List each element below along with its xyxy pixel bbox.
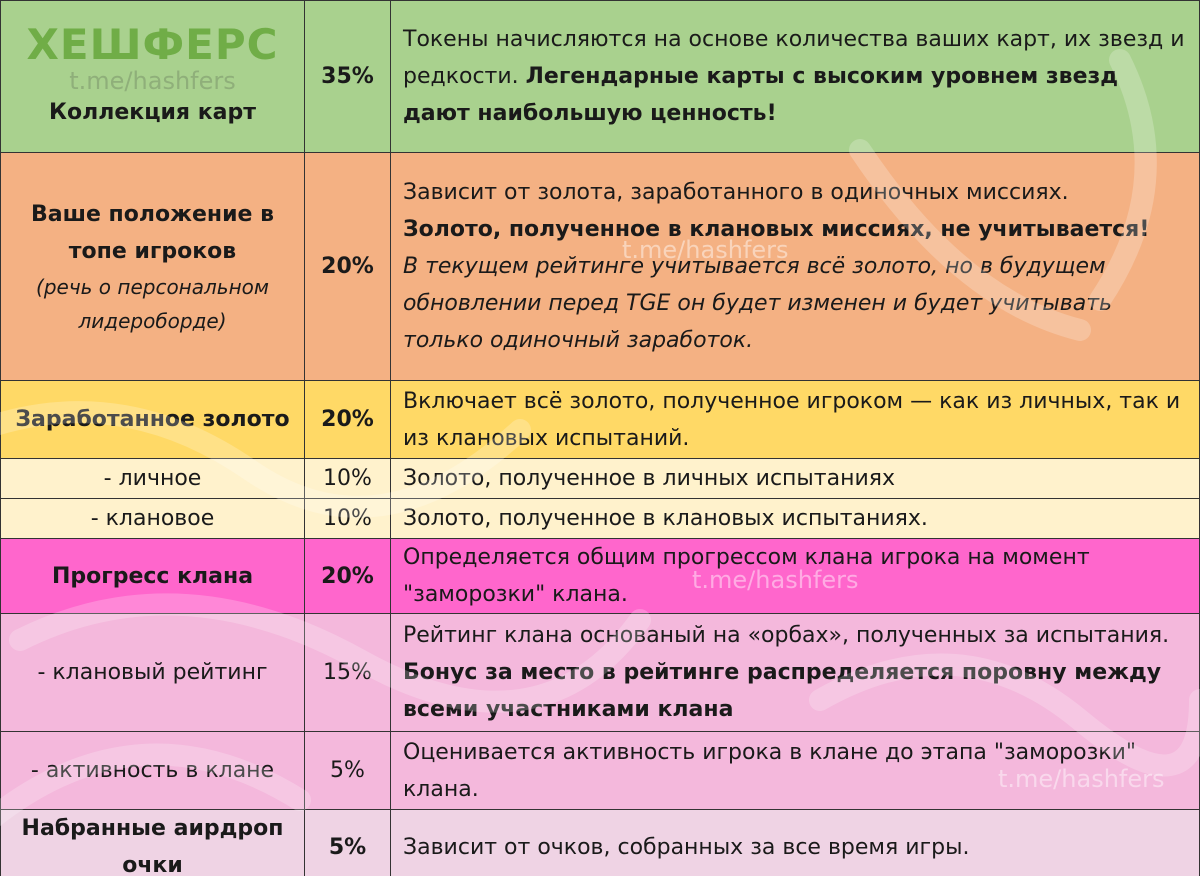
row-name: - клановое (0, 498, 305, 539)
row-name: - активность в клане (0, 731, 305, 810)
row-description: Включает всё золото, полученное игроком … (390, 380, 1200, 459)
description-bold: Легендарные карты с высоким уровнем звез… (403, 64, 1119, 126)
row-percent: 20% (304, 380, 391, 459)
row-name: Набранные аирдроп очки (0, 809, 305, 876)
row-percent: 10% (304, 498, 391, 539)
row-percent: 10% (304, 458, 391, 499)
table-row-clan-activity: - активность в клане 5% Оценивается акти… (0, 731, 1200, 810)
row-percent: 35% (304, 0, 391, 153)
row-note: (речь о персональном лидероборде) (36, 274, 269, 333)
row-percent: 20% (304, 538, 391, 614)
row-description: Зависит от очков, собранных за все время… (390, 809, 1200, 876)
table-row-clan-progress: Прогресс клана 20% Определяется общим пр… (0, 538, 1200, 614)
table-row-gold-personal: - личное 10% Золото, полученное в личных… (0, 458, 1200, 499)
description-text: Токены начисляются на основе количества … (403, 27, 1185, 89)
table-row-clan-rating: - клановый рейтинг 15% Рейтинг клана осн… (0, 613, 1200, 732)
description-italic: В текущем рейтинге учитывается всё золот… (403, 254, 1112, 353)
row-name: - клановый рейтинг (0, 613, 305, 732)
row-name-cell: ХЕШФЕРС t.me/hashfers Коллекция карт (0, 0, 305, 153)
table-row-gold: Заработанное золото 20% Включает всё зол… (0, 380, 1200, 459)
row-name: Прогресс клана (0, 538, 305, 614)
logo-title: ХЕШФЕРС (26, 20, 279, 69)
row-name: Коллекция карт (49, 100, 256, 125)
logo-subtitle: t.me/hashfers (69, 67, 236, 95)
row-percent: 15% (304, 613, 391, 732)
row-description: Рейтинг клана основаный на «орбах», полу… (390, 613, 1200, 732)
description-bold: Бонус за место в рейтинге распределяется… (403, 660, 1162, 722)
row-description: Золото, полученное в личных испытаниях (390, 458, 1200, 499)
row-percent: 5% (304, 809, 391, 876)
row-name-cell: Ваше положение в топе игроков (речь о пе… (0, 152, 305, 381)
row-name: - личное (0, 458, 305, 499)
row-name: Заработанное золото (0, 380, 305, 459)
table-row-gold-clan: - клановое 10% Золото, полученное в клан… (0, 498, 1200, 539)
description-bold: Золото, полученное в клановых миссиях, н… (403, 217, 1150, 242)
table-row-cards: ХЕШФЕРС t.me/hashfers Коллекция карт 35%… (0, 0, 1200, 153)
row-percent: 20% (304, 152, 391, 381)
table-row-airdrop: Набранные аирдроп очки 5% Зависит от очк… (0, 809, 1200, 876)
description-text: Зависит от золота, заработанного в одино… (403, 180, 1069, 205)
table-row-top: Ваше положение в топе игроков (речь о пе… (0, 152, 1200, 381)
row-description: Оценивается активность игрока в клане до… (390, 731, 1200, 810)
row-percent: 5% (304, 731, 391, 810)
description-text: Рейтинг клана основаный на «орбах», полу… (403, 623, 1170, 648)
row-name: Ваше положение в топе игроков (30, 201, 275, 264)
row-description: Золото, полученное в клановых испытаниях… (390, 498, 1200, 539)
row-description: Токены начисляются на основе количества … (390, 0, 1200, 153)
row-description: Определяется общим прогрессом клана игро… (390, 538, 1200, 614)
row-description: Зависит от золота, заработанного в одино… (390, 152, 1200, 381)
